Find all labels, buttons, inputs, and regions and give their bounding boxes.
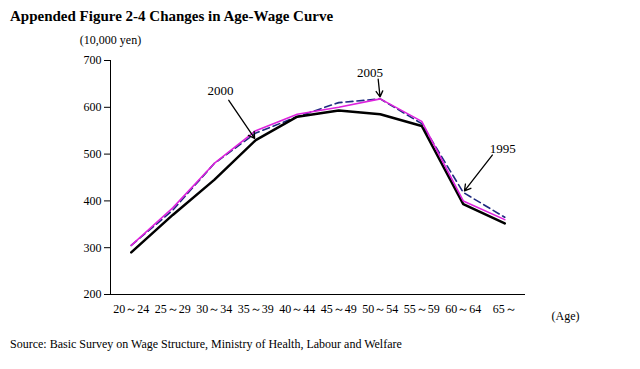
html-text:Appended Figure 2-4 Changes in: Appended Figure 2-4 Changes in Age-Wage … (10, 8, 334, 24)
svg-text:20～24: 20～24 (113, 302, 149, 316)
svg-text:2005: 2005 (357, 65, 383, 80)
svg-text:(Age): (Age) (552, 309, 580, 323)
svg-text:1995: 1995 (490, 141, 516, 156)
svg-text:35～39: 35～39 (238, 302, 274, 316)
svg-text:(10,000 yen): (10,000 yen) (80, 33, 141, 47)
svg-text:300: 300 (84, 241, 102, 255)
html-text:Source: Basic Survey on Wage S: Source: Basic Survey on Wage Structure, … (10, 337, 402, 351)
svg-text:50～54: 50～54 (362, 302, 398, 316)
svg-text:600: 600 (84, 100, 102, 114)
svg-text:40～44: 40～44 (279, 302, 315, 316)
svg-text:45～49: 45～49 (321, 302, 357, 316)
svg-text:65～: 65～ (493, 302, 517, 316)
svg-text:2000: 2000 (207, 83, 233, 98)
svg-text:400: 400 (84, 194, 102, 208)
svg-text:30～34: 30～34 (196, 302, 232, 316)
svg-text:700: 700 (84, 53, 102, 67)
svg-text:200: 200 (84, 287, 102, 301)
svg-text:55～59: 55～59 (404, 302, 440, 316)
svg-text:25～29: 25～29 (155, 302, 191, 316)
svg-text:60～64: 60～64 (445, 302, 481, 316)
svg-text:500: 500 (84, 147, 102, 161)
